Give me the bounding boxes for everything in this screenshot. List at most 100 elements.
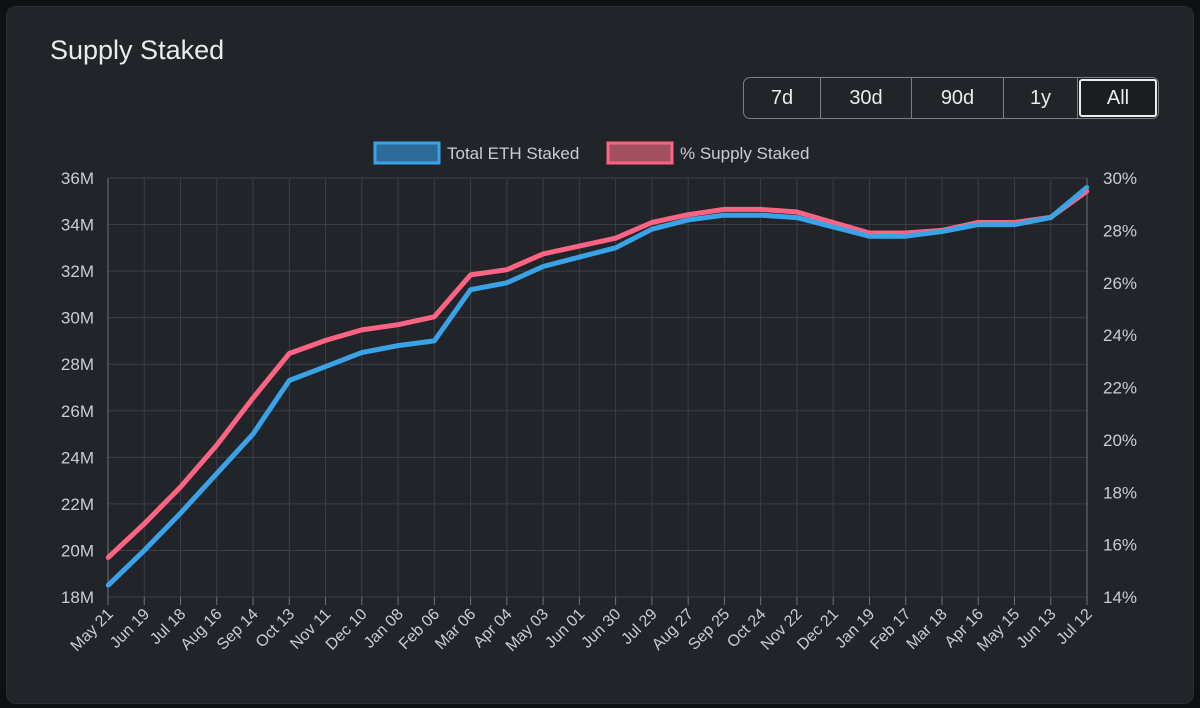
- point-eth-staked: [468, 287, 473, 292]
- x-tick-label: Jun 19: [107, 606, 153, 652]
- point-eth-staked: [939, 229, 945, 234]
- point-supply-pct: [794, 209, 800, 215]
- point-supply-pct: [178, 484, 183, 490]
- point-eth-staked: [504, 280, 510, 285]
- point-eth-staked: [722, 213, 727, 218]
- point-supply-pct: [1084, 188, 1090, 194]
- grid: [107, 177, 1088, 605]
- point-supply-pct: [142, 521, 147, 526]
- x-tick-label: Mar 06: [432, 606, 479, 653]
- point-eth-staked: [867, 233, 872, 239]
- point-supply-pct: [250, 395, 256, 401]
- x-tick-label: May 03: [503, 606, 552, 655]
- point-eth-staked: [903, 233, 908, 239]
- range-90d-button[interactable]: 90d: [912, 78, 1004, 118]
- x-tick-label: Sep 25: [685, 606, 733, 654]
- y-axis-right: 14% 16% 18% 20% 22% 24% 26% 28% 30%: [1103, 169, 1137, 607]
- point-supply-pct: [1048, 215, 1053, 220]
- x-tick-label: Jul 29: [619, 606, 661, 648]
- x-tick-label: Apr 04: [470, 606, 515, 651]
- point-supply-pct: [432, 314, 437, 319]
- point-supply-pct: [214, 442, 219, 448]
- point-supply-pct: [540, 251, 546, 257]
- x-tick-label: Nov 22: [758, 606, 806, 654]
- y-right-tick-label: 30%: [1103, 169, 1137, 188]
- point-eth-staked: [432, 338, 437, 344]
- point-supply-pct: [867, 230, 872, 236]
- point-supply-pct: [468, 272, 473, 278]
- chart-title: Supply Staked: [50, 35, 225, 65]
- y-left-tick-label: 32M: [61, 262, 94, 281]
- point-supply-pct: [649, 220, 655, 225]
- point-eth-staked: [830, 224, 836, 230]
- point-supply-pct: [359, 327, 365, 333]
- legend-label-eth-staked: Total ETH Staked: [447, 144, 579, 163]
- x-tick-label: Jul 12: [1054, 606, 1096, 648]
- y-left-tick-label: 22M: [61, 495, 94, 514]
- legend-swatch-eth-staked[interactable]: [373, 141, 441, 165]
- range-1y-button[interactable]: 1y: [1004, 78, 1078, 118]
- point-eth-staked: [142, 548, 147, 553]
- point-eth-staked: [105, 583, 111, 588]
- x-tick-label: Jul 18: [147, 606, 189, 648]
- x-tick-label: May 15: [974, 606, 1023, 655]
- point-supply-pct: [903, 230, 908, 236]
- y-right-tick-label: 22%: [1103, 379, 1137, 398]
- legend: Total ETH Staked % Supply Staked: [373, 141, 809, 165]
- point-supply-pct: [976, 220, 981, 225]
- chart-card: Supply Staked 7d 30d 90d 1y All Total ET…: [6, 6, 1194, 704]
- point-supply-pct: [758, 207, 763, 212]
- x-tick-label: Dec 21: [794, 606, 842, 654]
- y-left-tick-label: 28M: [61, 355, 94, 374]
- point-eth-staked: [250, 431, 256, 437]
- y-right-tick-label: 20%: [1103, 431, 1137, 450]
- x-tick-label: Oct 24: [724, 606, 769, 651]
- x-tick-label: Jun 30: [578, 606, 624, 652]
- y-left-tick-label: 34M: [61, 216, 94, 235]
- y-axis-left: 18M 20M 22M 24M 26M 28M 30M 32M 34M 36M: [61, 169, 94, 607]
- point-supply-pct: [1012, 220, 1017, 225]
- legend-label-supply-pct: % Supply Staked: [680, 144, 809, 163]
- point-eth-staked: [649, 227, 655, 232]
- point-eth-staked: [287, 378, 292, 383]
- point-eth-staked: [613, 245, 618, 251]
- y-left-tick-label: 24M: [61, 448, 94, 467]
- y-right-tick-label: 28%: [1103, 221, 1137, 240]
- point-eth-staked: [359, 350, 365, 355]
- point-eth-staked: [794, 215, 800, 220]
- x-tick-label: Dec 10: [323, 606, 371, 654]
- point-eth-staked: [214, 471, 219, 476]
- point-eth-staked: [1084, 185, 1090, 190]
- point-supply-pct: [395, 322, 401, 327]
- y-left-tick-label: 36M: [61, 169, 94, 188]
- point-eth-staked: [758, 213, 763, 218]
- point-eth-staked: [395, 343, 401, 348]
- point-eth-staked: [685, 217, 691, 223]
- x-tick-label: Jan 19: [832, 606, 878, 652]
- series-line-supply-pct: [106, 189, 1089, 560]
- point-supply-pct: [504, 267, 510, 272]
- range-7d-button[interactable]: 7d: [744, 78, 821, 118]
- point-eth-staked: [1012, 222, 1017, 227]
- legend-swatch-supply-pct[interactable]: [606, 141, 674, 165]
- time-range-selector: 7d 30d 90d 1y All: [743, 77, 1159, 119]
- point-eth-staked: [178, 511, 183, 516]
- x-tick-label: Jun 01: [542, 606, 588, 652]
- point-supply-pct: [577, 243, 582, 249]
- x-tick-label: Jun 13: [1014, 606, 1060, 652]
- y-left-tick-label: 30M: [61, 309, 94, 328]
- y-left-tick-label: 20M: [61, 541, 94, 560]
- series-line-eth-staked: [106, 185, 1089, 588]
- y-right-tick-label: 26%: [1103, 274, 1137, 293]
- y-right-tick-label: 14%: [1103, 588, 1137, 607]
- y-left-tick-label: 26M: [61, 402, 94, 421]
- range-30d-button[interactable]: 30d: [821, 78, 912, 118]
- x-tick-label: Oct 13: [253, 606, 298, 651]
- point-supply-pct: [613, 236, 618, 241]
- y-right-tick-label: 18%: [1103, 483, 1137, 502]
- x-tick-label: Sep 14: [214, 606, 262, 654]
- series-area: [105, 185, 1090, 588]
- point-eth-staked: [976, 222, 981, 227]
- range-all-button[interactable]: All: [1078, 78, 1158, 118]
